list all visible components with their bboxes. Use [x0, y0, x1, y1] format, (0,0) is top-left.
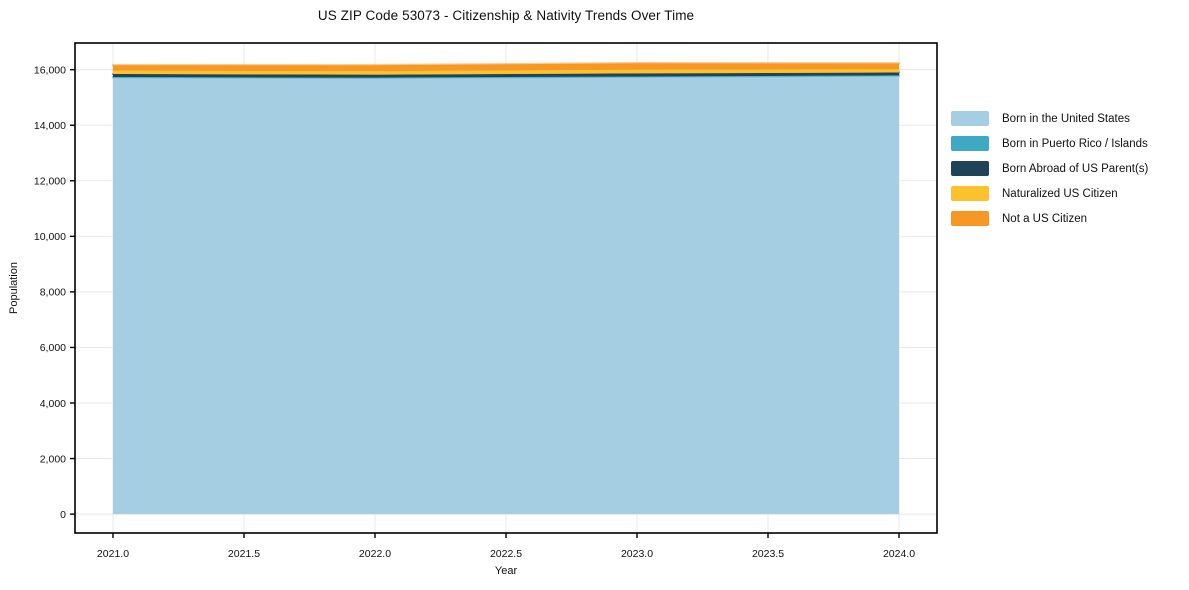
y-tick-label: 16,000: [34, 64, 66, 76]
legend-item: Born in the United States: [951, 106, 1148, 131]
x-tick-label: 2023.5: [752, 548, 784, 560]
y-tick-label: 0: [60, 509, 66, 521]
y-tick-label: 12,000: [34, 176, 66, 188]
y-tick-label: 6,000: [40, 342, 66, 354]
y-tick-label: 10,000: [34, 231, 66, 243]
x-tick-label: 2024.0: [883, 548, 915, 560]
x-tick-label: 2023.0: [621, 548, 653, 560]
legend-label: Born in the United States: [1002, 112, 1130, 125]
x-tick-label: 2022.5: [490, 548, 522, 560]
legend-item: Not a US Citizen: [951, 206, 1148, 231]
x-axis-label: Year: [494, 565, 518, 577]
y-tick-label: 8,000: [40, 287, 66, 299]
y-tick-label: 14,000: [34, 120, 66, 132]
legend-label: Born Abroad of US Parent(s): [1002, 162, 1149, 175]
legend-item: Naturalized US Citizen: [951, 181, 1148, 206]
legend-label: Naturalized US Citizen: [1002, 187, 1118, 200]
chart-title: US ZIP Code 53073 - Citizenship & Nativi…: [317, 8, 695, 23]
y-tick-label: 4,000: [40, 398, 66, 410]
area-born-in-the-united-states: [112, 76, 900, 515]
legend-swatch: [951, 136, 989, 151]
legend-swatch: [951, 161, 989, 176]
y-axis-label: Population: [8, 262, 20, 314]
x-tick-label: 2022.0: [359, 548, 391, 560]
legend: Born in the United States Born in Puerto …: [951, 106, 1148, 231]
legend-swatch: [951, 186, 989, 201]
legend-swatch: [951, 211, 989, 226]
legend-label: Born in Puerto Rico / Islands: [1002, 137, 1148, 150]
legend-label: Not a US Citizen: [1002, 212, 1088, 225]
x-tick-label: 2021.0: [97, 548, 129, 560]
area-edge: [111, 62, 901, 67]
legend-item: Born in Puerto Rico / Islands: [951, 131, 1148, 156]
y-tick-label: 2,000: [40, 453, 66, 465]
legend-item: Born Abroad of US Parent(s): [951, 156, 1148, 181]
legend-swatch: [951, 111, 989, 126]
x-tick-label: 2021.5: [228, 548, 260, 560]
